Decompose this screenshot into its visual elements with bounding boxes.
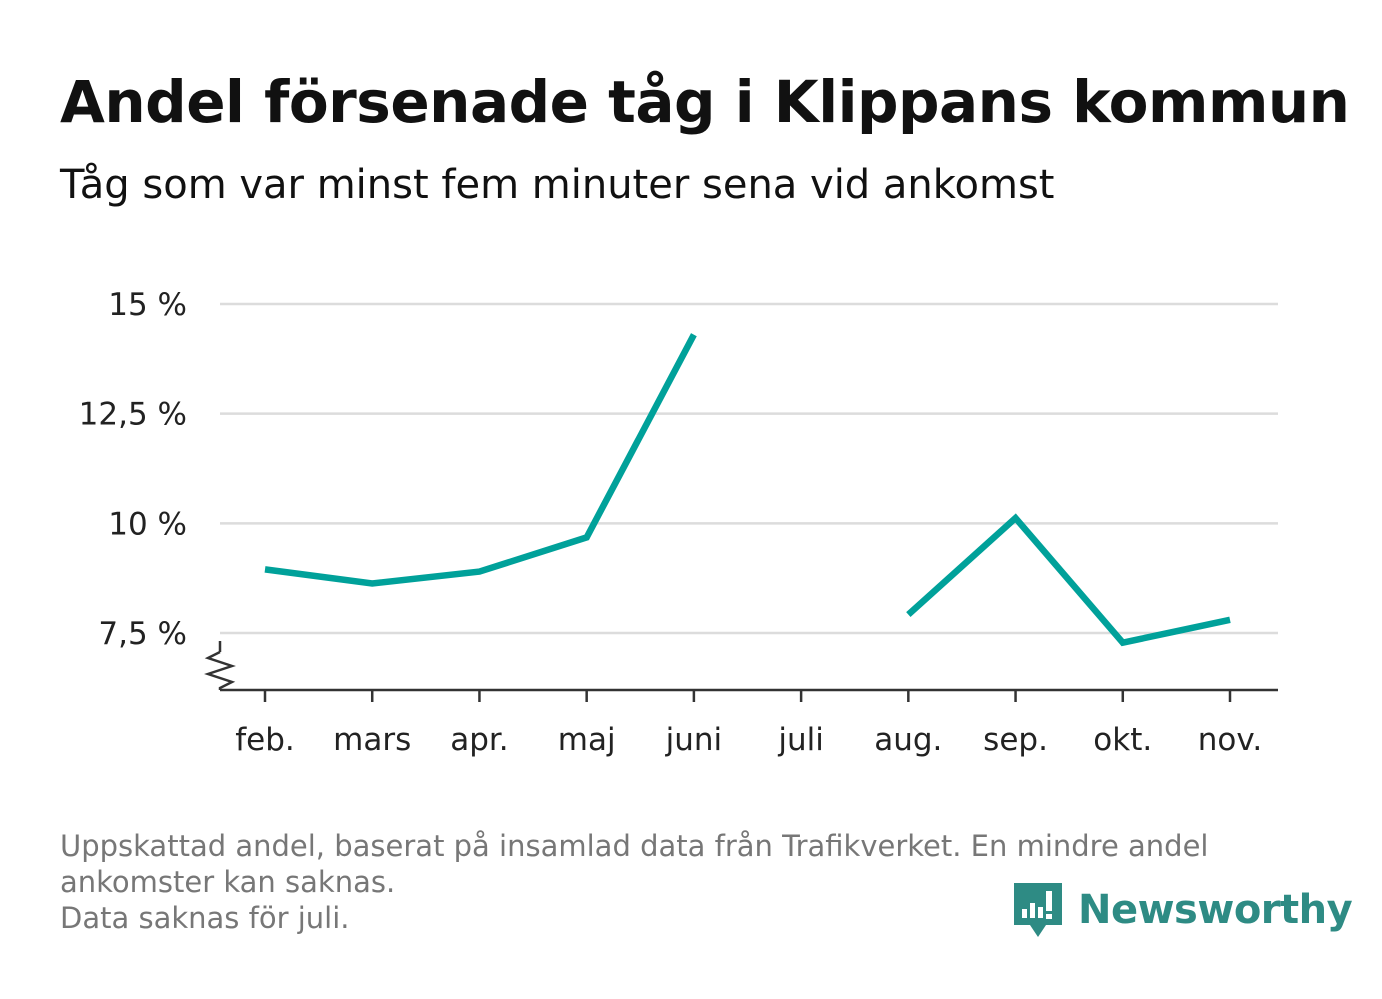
x-tick-label: mars <box>333 722 411 758</box>
series-line-segment <box>906 513 1231 647</box>
footnote-line-1: Uppskattad andel, baserat på insamlad da… <box>60 829 1209 863</box>
x-tick-label: feb. <box>235 722 295 758</box>
brand-logo: Newsworthy <box>1012 878 1353 942</box>
gridlines <box>220 302 1278 635</box>
y-tick-label: 15 % <box>108 287 187 323</box>
x-axis <box>204 641 1278 692</box>
footnote-line-2: ankomster kan saknas. <box>60 865 396 899</box>
y-axis-labels: 7,5 % 10 % 12,5 % 15 % <box>79 287 187 652</box>
series-lines <box>264 333 1231 647</box>
footnote: Uppskattad andel, baserat på insamlad da… <box>60 828 1320 936</box>
series-line-segment <box>264 333 697 587</box>
x-tick-label: okt. <box>1093 722 1152 758</box>
newsworthy-logo-icon <box>1014 883 1062 937</box>
chart-title: Andel försenade tåg i Klippans kommun <box>60 68 1350 136</box>
x-tick-label: apr. <box>450 722 508 758</box>
x-tick-label: juli <box>777 722 824 758</box>
brand-name: Newsworthy <box>1078 887 1353 933</box>
x-tick-label: sep. <box>983 722 1048 758</box>
x-tick-label: nov. <box>1198 722 1262 758</box>
y-tick-label: 12,5 % <box>79 397 187 433</box>
x-tick-label: aug. <box>874 722 942 758</box>
y-tick-label: 7,5 % <box>98 616 187 652</box>
y-tick-label: 10 % <box>108 506 187 542</box>
chart-subtitle: Tåg som var minst fem minuter sena vid a… <box>60 162 1055 208</box>
x-tick-label: juni <box>665 722 723 758</box>
x-tick-label: maj <box>558 722 616 758</box>
x-axis-ticks <box>263 690 1232 702</box>
x-axis-labels: feb. mars apr. maj juni juli aug. sep. okt. nov. <box>235 722 1262 758</box>
footnote-line-3: Data saknas för juli. <box>60 901 350 935</box>
axis-break-mark <box>204 650 236 690</box>
